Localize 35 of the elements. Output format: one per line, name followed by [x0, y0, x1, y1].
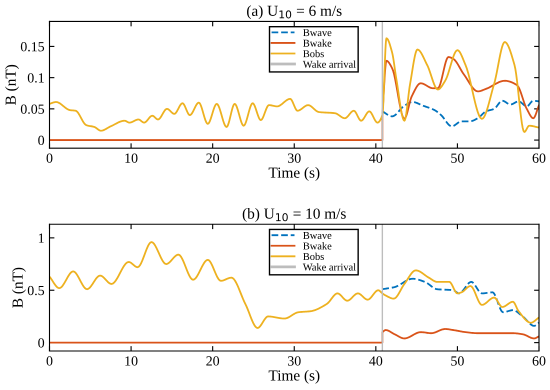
x-tick-label: 60	[532, 356, 546, 366]
y-tick-label: 0.1	[28, 73, 44, 83]
x-tick-label: 30	[288, 153, 301, 163]
y-tick-label: 0.5	[28, 286, 44, 296]
x-tick-label: 10	[125, 153, 138, 163]
legend-label: Bwave	[303, 232, 332, 239]
x-axis-title: Time (s)	[268, 167, 320, 181]
x-tick-label: 50	[451, 153, 464, 163]
x-tick-label: 20	[206, 153, 220, 163]
chart-title: (a) U$_{10}$ = 6 m/s	[247, 5, 342, 20]
chart-title: (b) U$_{10}$ = 10 m/s	[242, 208, 346, 222]
y-tick-label: 0.05	[20, 104, 44, 114]
x-tick-label: 20	[206, 356, 220, 366]
y-tick-label: 1	[38, 234, 44, 243]
x-tick-label: 0	[46, 153, 52, 163]
legend-label: Bobs	[303, 252, 324, 260]
y-tick-label: 0	[38, 338, 44, 348]
legend-label: Bobs	[303, 50, 324, 58]
x-tick-label: 0	[46, 356, 52, 366]
ref-line-label: Wake arrival	[302, 60, 356, 68]
x-tick-label: 50	[451, 356, 464, 366]
x-tick-label: 40	[369, 153, 382, 163]
x-axis-title: Time (s)	[268, 370, 320, 384]
legend-label: Bwave	[303, 29, 332, 36]
y-axis-title: B (nT)	[5, 64, 19, 105]
x-tick-label: 40	[369, 356, 382, 366]
legend-label: Bwake	[303, 39, 332, 47]
y-axis-title: B (nT)	[12, 268, 26, 308]
x-tick-label: 30	[288, 356, 301, 366]
y-tick-label: 0.15	[20, 42, 44, 52]
ref-line-label: Wake arrival	[302, 263, 356, 271]
x-tick-label: 60	[532, 153, 546, 163]
legend-label: Bwake	[303, 242, 332, 250]
x-tick-label: 10	[125, 356, 138, 366]
y-tick-label: 0	[38, 136, 44, 146]
